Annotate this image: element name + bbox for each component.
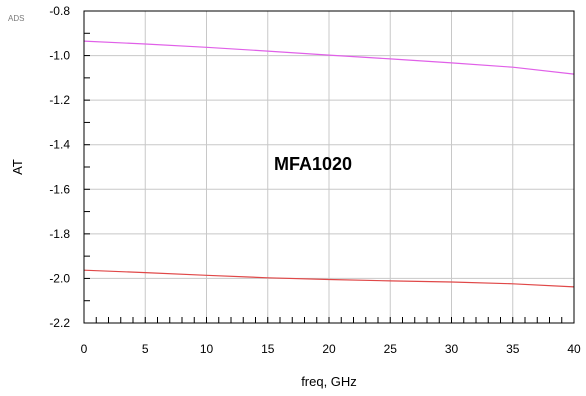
- y-tick-label: -1.2: [49, 93, 70, 107]
- series-line-2: [83, 269, 575, 288]
- x-tick-label: 15: [261, 342, 275, 356]
- series-group: [83, 40, 575, 288]
- y-tick-label: -1.4: [49, 138, 70, 152]
- chart-annotation: MFA1020: [274, 154, 352, 174]
- x-tick-label: 10: [200, 342, 214, 356]
- x-tick-label: 5: [142, 342, 149, 356]
- x-tick-label: 30: [445, 342, 459, 356]
- series-line-1: [83, 40, 575, 75]
- y-tick-label: -1.6: [49, 182, 70, 196]
- x-tick-label: 35: [506, 342, 520, 356]
- x-tick-label: 40: [567, 342, 581, 356]
- y-tick-label: -2.0: [49, 271, 70, 285]
- minor-ticks: [83, 10, 575, 324]
- y-tick-label: -1.0: [49, 49, 70, 63]
- y-tick-label: -2.2: [49, 316, 70, 330]
- x-tick-label: 25: [384, 342, 398, 356]
- x-axis-label: freq, GHz: [301, 374, 357, 389]
- x-tick-label: 0: [81, 342, 88, 356]
- y-tick-label: -0.8: [49, 4, 70, 18]
- y-tick-labels: -2.2 -2.0 -1.8 -1.6 -1.4 -1.2 -1.0 -0.8: [49, 4, 70, 330]
- x-tick-labels: 0 5 10 15 20 25 30 35 40: [81, 342, 581, 356]
- y-axis-label: AT: [10, 159, 25, 175]
- ads-logo: ADS: [8, 14, 24, 23]
- y-tick-label: -1.8: [49, 227, 70, 241]
- x-tick-label: 20: [322, 342, 336, 356]
